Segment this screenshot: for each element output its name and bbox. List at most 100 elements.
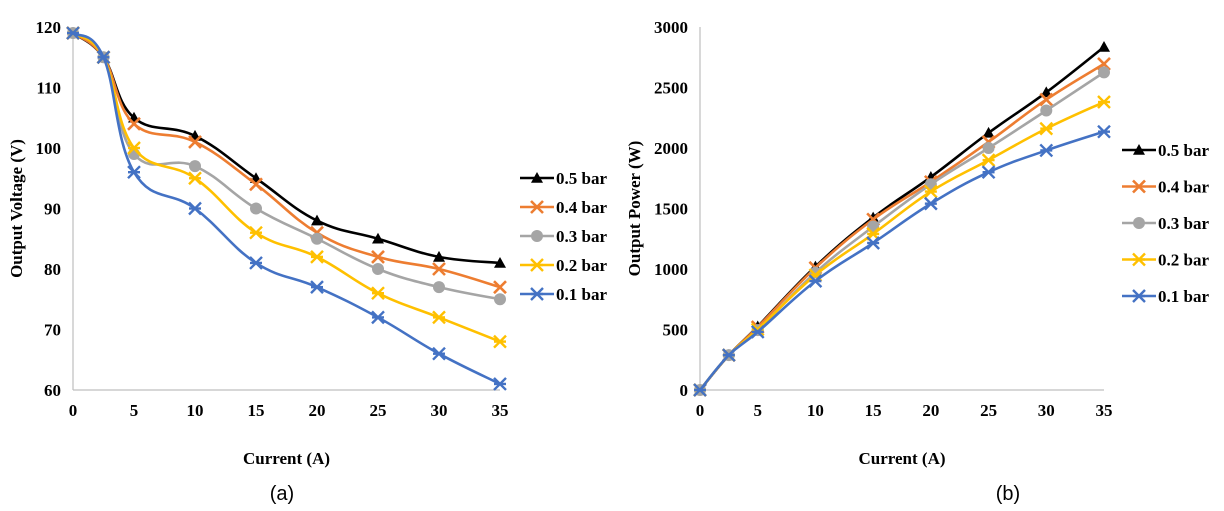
x-tick-label: 20 [309, 401, 326, 420]
y-tick-label: 2500 [654, 79, 688, 98]
legend-label: 0.4 bar [1158, 178, 1209, 197]
data-point [250, 202, 262, 215]
data-point [494, 256, 506, 268]
y-tick-label: 1500 [654, 200, 688, 219]
data-point [432, 310, 446, 325]
data-point [1098, 40, 1110, 52]
legend-item: 0.5 bar [1122, 141, 1209, 160]
data-point [981, 153, 996, 167]
data-point [311, 214, 323, 226]
legend-item: 0.3 bar [520, 227, 607, 246]
data-point [924, 196, 938, 211]
series-line [72, 31, 501, 289]
series-line [698, 100, 1105, 391]
y-tick-label: 80 [44, 260, 61, 279]
x-tick-label: 0 [69, 401, 78, 420]
series-line [72, 31, 501, 343]
data-point [1040, 104, 1053, 117]
series-0-3-bar [67, 27, 506, 306]
x-tick-label: 15 [248, 401, 265, 420]
data-point [371, 286, 385, 301]
series-line [72, 31, 501, 386]
data-point [188, 201, 202, 216]
x-tick-label: 35 [492, 401, 509, 420]
data-point [310, 280, 324, 294]
y-tick-label: 2000 [654, 139, 688, 158]
panel-label-a: (a) [270, 483, 294, 505]
legend-label: 0.3 bar [1158, 214, 1209, 233]
data-point [493, 280, 507, 295]
y-tick-label: 120 [36, 18, 62, 37]
data-point [1039, 143, 1054, 158]
legend-item: 0.2 bar [1122, 251, 1209, 270]
power-x-axis-title: Current (A) [858, 449, 945, 468]
series-0-3-bar [694, 66, 1110, 396]
voltage-chart-series [66, 26, 507, 391]
legend-marker [1133, 217, 1145, 229]
data-point [1040, 86, 1053, 98]
y-tick-label: 1000 [654, 260, 688, 279]
data-point [693, 383, 707, 397]
legend-item: 0.4 bar [520, 198, 607, 217]
power-chart-series [693, 40, 1111, 397]
data-point [1098, 66, 1110, 79]
series-0-5-bar [694, 40, 1110, 395]
panel-label-b: (b) [996, 483, 1020, 505]
data-point [866, 236, 880, 250]
data-point [982, 142, 995, 154]
data-point [722, 348, 736, 363]
x-tick-label: 0 [696, 401, 705, 420]
legend-marker [530, 258, 544, 272]
data-point [750, 325, 765, 339]
legend-label: 0.2 bar [1158, 251, 1209, 270]
x-tick-label: 25 [980, 401, 997, 420]
legend-marker [1132, 179, 1146, 194]
y-tick-label: 70 [44, 321, 61, 340]
legend-marker [530, 287, 544, 301]
data-point [310, 250, 324, 264]
series-0-2-bar [66, 26, 507, 349]
voltage-chart: 0 5 10 15 20 25 30 35 60 70 80 90 100 110 120 Current … [7, 18, 607, 505]
data-point [188, 171, 202, 186]
data-point [494, 293, 506, 306]
series-line [698, 71, 1105, 391]
power-chart-legend: 0.5 bar 0.4 bar 0.3 bar 0.2 bar 0.1 bar [1122, 141, 1209, 306]
data-point [188, 135, 202, 149]
legend-label: 0.1 bar [1158, 287, 1209, 306]
data-point [96, 50, 111, 65]
x-tick-label: 5 [130, 401, 139, 420]
legend-item: 0.1 bar [520, 285, 607, 304]
series-line [698, 130, 1105, 391]
x-tick-label: 5 [753, 401, 762, 420]
y-tick-label: 90 [44, 200, 61, 219]
voltage-y-axis-title: Output Voltage (V) [7, 139, 26, 278]
legend-label: 0.3 bar [556, 227, 607, 246]
x-tick-label: 30 [1038, 401, 1055, 420]
data-point [1039, 121, 1054, 136]
x-tick-label: 10 [807, 401, 824, 420]
data-point [867, 211, 880, 223]
power-y-axis-title: Output Power (W) [625, 141, 644, 277]
data-point [311, 232, 323, 245]
data-point [433, 281, 445, 294]
legend-label: 0.5 bar [1158, 141, 1209, 160]
data-point [189, 160, 201, 173]
legend-marker [531, 172, 543, 183]
legend-item: 0.5 bar [520, 169, 607, 188]
legend-marker [1133, 144, 1145, 155]
series-0-2-bar [693, 95, 1111, 397]
legend-marker [530, 200, 544, 214]
legend-marker [1132, 252, 1146, 267]
data-point [1097, 124, 1111, 139]
data-point [1097, 95, 1111, 109]
data-point [982, 126, 995, 138]
data-point [371, 249, 385, 264]
data-point [432, 346, 446, 361]
data-point [66, 26, 80, 40]
data-point [493, 377, 507, 391]
data-point [127, 116, 141, 131]
data-point [433, 250, 445, 262]
data-point [372, 232, 384, 244]
voltage-chart-legend: 0.5 bar 0.4 bar 0.3 bar 0.2 bar 0.1 bar [520, 169, 607, 304]
